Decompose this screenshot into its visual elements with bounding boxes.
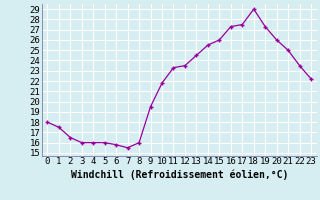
X-axis label: Windchill (Refroidissement éolien,°C): Windchill (Refroidissement éolien,°C) <box>70 169 288 180</box>
